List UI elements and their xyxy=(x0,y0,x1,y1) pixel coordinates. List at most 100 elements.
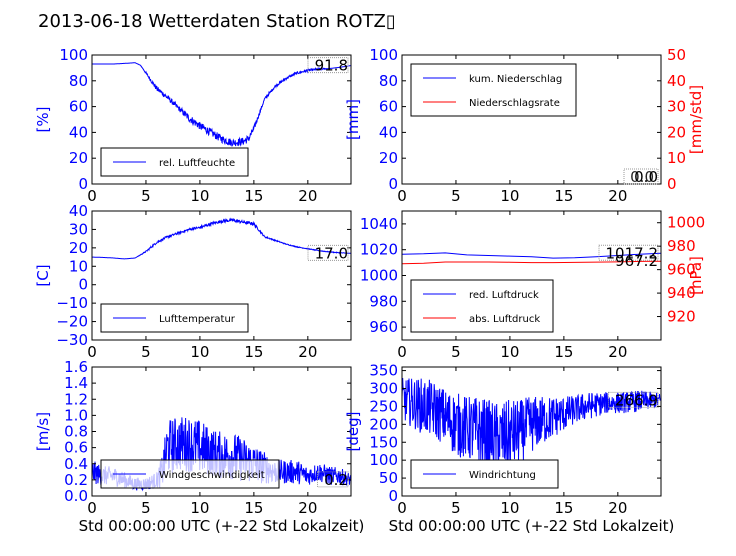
y-tick-label: 40 xyxy=(69,123,88,141)
y-tick-label: 1.0 xyxy=(64,406,88,424)
y-tick-label: 30 xyxy=(69,220,88,238)
chart-p3: 0 5 10 15 20−30−20−10010203040[C]17.0Lufttem… xyxy=(34,202,352,361)
x-tick-label: 0 xyxy=(397,343,407,361)
y-tick-label: 1.6 xyxy=(64,358,88,376)
x-tick-label: 20 xyxy=(608,187,627,205)
y-tick-label: 100 xyxy=(59,46,88,64)
series-line-p3-0 xyxy=(92,217,351,260)
x-tick-label: 15 xyxy=(554,499,573,517)
x-tick-label: 20 xyxy=(298,343,317,361)
x-tick-label: 15 xyxy=(244,499,263,517)
x-tick-label: 10 xyxy=(190,343,209,361)
y-tick-label: 1000 xyxy=(360,267,398,285)
x-tick-label: 5 xyxy=(451,499,461,517)
y-tick-label: 0.2 xyxy=(64,471,88,489)
x-tick-label: 5 xyxy=(141,187,151,205)
legend-box xyxy=(410,279,554,333)
y-tick-label: 0.0 xyxy=(64,487,88,505)
legend-label: rel. Luftfeuchte xyxy=(159,158,235,169)
y-tick-label: 200 xyxy=(369,415,398,433)
chart-p1: 0 5 10 15 20 0 20 40 60 80 100 [%] 91.8 rel. Luftfeuc… xyxy=(34,46,352,205)
y-tick-label: 980 xyxy=(369,292,398,310)
last-value: 0.0 xyxy=(634,168,658,186)
x-tick-label: 20 xyxy=(608,499,627,517)
x-tick-label: 15 xyxy=(554,187,573,205)
y-tick-label: 0.8 xyxy=(64,423,88,441)
y-axis-label: [deg] xyxy=(344,412,362,452)
y-tick-label: 1.2 xyxy=(64,390,88,408)
x-tick-label: 0 xyxy=(87,187,97,205)
legend-label: kum. Niederschlag xyxy=(469,74,562,85)
x-tick-label: 5 xyxy=(451,343,461,361)
y2-tick-label: 0 xyxy=(667,175,677,193)
y-tick-label: 1.4 xyxy=(64,374,88,392)
legend: kum. Niederschlag Niederschlagsrate xyxy=(410,63,577,117)
y-tick-label: 80 xyxy=(379,72,398,90)
y-axis-label: [m/s] xyxy=(34,412,52,451)
x-tick-label: 0 xyxy=(87,499,97,517)
y2-tick-label: 940 xyxy=(667,284,696,302)
y2-tick-label: 980 xyxy=(667,237,696,255)
y2-tick-label: 920 xyxy=(667,308,696,326)
x-axis-label: Std 00:00:00 UTC (+-22 Std Lokalzeit) xyxy=(79,517,365,535)
x-tick-label: 15 xyxy=(244,343,263,361)
y-tick-label: 10 xyxy=(69,257,88,275)
figure-title: 2013-06-18 Wetterdaten Station ROTZ▯ xyxy=(38,11,396,32)
y-tick-label: 1020 xyxy=(360,241,398,259)
y2-tick-label: 50 xyxy=(667,46,686,64)
legend-label: abs. Luftdruck xyxy=(469,314,540,325)
x-tick-label: 15 xyxy=(244,187,263,205)
y2-tick-label: 960 xyxy=(667,261,696,279)
x-tick-label: 0 xyxy=(397,499,407,517)
y2-tick-label: 10 xyxy=(667,149,686,167)
last-value: 266.9 xyxy=(615,391,658,409)
legend: Windrichtung xyxy=(410,459,559,489)
legend: Windgeschwindigkeit xyxy=(100,459,280,489)
series-line-p4-0 xyxy=(402,252,661,259)
y-tick-label: 40 xyxy=(379,123,398,141)
chart-p5: 0 5 10 15 200.00.20.40.60.81.01.21.41.6[m/s]… xyxy=(34,358,364,535)
legend-label: Niederschlagsrate xyxy=(469,98,560,109)
y-tick-label: 20 xyxy=(69,239,88,257)
y2-tick-label: 30 xyxy=(667,98,686,116)
x-tick-label: 5 xyxy=(451,187,461,205)
y-axis-label: [C] xyxy=(34,264,52,286)
x-tick-label: 10 xyxy=(500,499,519,517)
series-line-p6-0 xyxy=(402,377,661,471)
y-tick-label: 0.6 xyxy=(64,439,88,457)
x-tick-label: 5 xyxy=(141,499,151,517)
y-tick-label: 350 xyxy=(369,362,398,380)
last-value-box xyxy=(598,244,659,261)
legend-box xyxy=(410,63,577,117)
y-tick-label: 300 xyxy=(369,380,398,398)
y2-tick-label: 1000 xyxy=(667,214,705,232)
axes-frame xyxy=(91,210,352,341)
last-value: 91.8 xyxy=(315,57,348,75)
y-tick-label: 0 xyxy=(388,175,398,193)
chart-p2: 0 5 10 15 20 0 20 40 60 80 100 0 10 20 30 40 50 [mm] [mm/s… xyxy=(344,46,705,205)
y-tick-label: 250 xyxy=(369,397,398,415)
axes-frame xyxy=(91,54,352,185)
x-tick-label: 10 xyxy=(190,499,209,517)
last-value-box xyxy=(623,168,659,185)
last-value: 1017.2 xyxy=(606,244,659,262)
y-tick-label: 60 xyxy=(69,98,88,116)
last-value-2: 0.0 xyxy=(630,168,654,186)
axes-frame xyxy=(401,366,662,497)
last-value-box xyxy=(608,391,659,408)
y2-tick-label: 40 xyxy=(667,72,686,90)
y-axis-label: [%] xyxy=(34,107,52,133)
y-tick-label: 1040 xyxy=(360,215,398,233)
last-value-box xyxy=(307,244,349,261)
y2-axis-label: [hPa] xyxy=(687,256,705,295)
x-tick-label: 20 xyxy=(608,343,627,361)
y-tick-label: 0.4 xyxy=(64,455,88,473)
y-tick-label: 60 xyxy=(379,98,398,116)
x-tick-label: 0 xyxy=(87,343,97,361)
y-tick-label: 150 xyxy=(369,433,398,451)
y-tick-label: 20 xyxy=(379,149,398,167)
axes-frame xyxy=(401,54,662,185)
x-tick-label: 5 xyxy=(141,343,151,361)
